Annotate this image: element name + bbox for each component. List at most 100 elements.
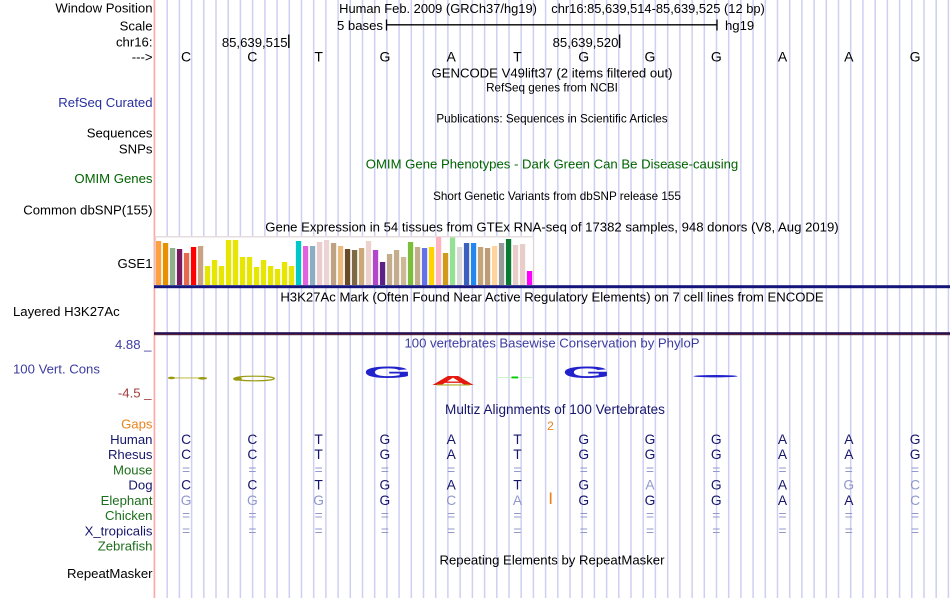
- svg-text:Mouse: Mouse: [113, 462, 152, 477]
- svg-text:Human: Human: [110, 432, 152, 447]
- svg-text:-4.5 _: -4.5 _: [118, 386, 152, 401]
- svg-text:G: G: [711, 478, 722, 493]
- svg-text:=: =: [381, 462, 389, 477]
- svg-text:=: =: [778, 523, 786, 538]
- svg-text:=: =: [315, 462, 323, 477]
- svg-text:A: A: [778, 48, 788, 64]
- svg-text:A: A: [447, 432, 457, 447]
- svg-text:85,639,520: 85,639,520: [553, 35, 619, 50]
- svg-text:=: =: [712, 508, 720, 523]
- svg-text:G: G: [380, 493, 391, 508]
- svg-text:Sequences: Sequences: [87, 125, 153, 140]
- svg-text:A: A: [844, 432, 854, 447]
- svg-text:C: C: [181, 447, 191, 462]
- svg-text:=: =: [580, 523, 588, 538]
- svg-text:G: G: [247, 493, 258, 508]
- svg-text:G: G: [578, 432, 589, 447]
- svg-text:G: G: [578, 447, 589, 462]
- svg-text:=: =: [580, 462, 588, 477]
- svg-text:C: C: [910, 478, 920, 493]
- svg-text:G: G: [578, 48, 589, 64]
- svg-text:SNPs: SNPs: [119, 141, 153, 156]
- svg-text:GSE1: GSE1: [117, 256, 152, 271]
- svg-text:chr16:: chr16:: [116, 34, 153, 49]
- svg-text:G: G: [380, 478, 391, 493]
- svg-text:C: C: [910, 493, 920, 508]
- svg-text:100 Vert. Cons: 100 Vert. Cons: [13, 362, 100, 377]
- svg-text:5 bases: 5 bases: [337, 18, 383, 33]
- svg-text:A: A: [645, 478, 655, 493]
- svg-text:Gene Expression in 54 tissues: Gene Expression in 54 tissues from GTEx …: [265, 219, 838, 234]
- svg-text:A: A: [844, 493, 854, 508]
- svg-text:=: =: [447, 462, 455, 477]
- svg-text:T: T: [314, 48, 323, 64]
- svg-text:C: C: [181, 432, 191, 447]
- svg-text:=: =: [580, 508, 588, 523]
- svg-text:RepeatMasker: RepeatMasker: [67, 566, 153, 581]
- svg-text:Chicken: Chicken: [105, 508, 152, 523]
- svg-text:Short Genetic Variants from db: Short Genetic Variants from dbSNP releas…: [433, 190, 681, 203]
- svg-text:G: G: [910, 432, 921, 447]
- svg-text:G: G: [645, 493, 656, 508]
- svg-text:=: =: [778, 508, 786, 523]
- svg-text:=: =: [513, 462, 521, 477]
- svg-text:T: T: [513, 478, 522, 493]
- svg-text:=: =: [381, 523, 389, 538]
- svg-text:=: =: [646, 523, 654, 538]
- svg-text:RefSeq Curated: RefSeq Curated: [58, 95, 152, 110]
- svg-text:=: =: [248, 523, 256, 538]
- svg-text:GENCODE V49lift37 (2 items fil: GENCODE V49lift37 (2 items filtered out): [432, 66, 673, 81]
- svg-text:G: G: [910, 447, 921, 462]
- svg-text:=: =: [845, 508, 853, 523]
- svg-text:Dog: Dog: [128, 478, 152, 493]
- svg-text:85,639,515: 85,639,515: [222, 35, 288, 50]
- svg-text:C: C: [247, 447, 257, 462]
- svg-text:=: =: [315, 508, 323, 523]
- svg-text:T: T: [513, 48, 522, 64]
- svg-text:=: =: [845, 462, 853, 477]
- svg-text:A: A: [778, 447, 788, 462]
- svg-text:G: G: [645, 447, 656, 462]
- svg-text:=: =: [778, 462, 786, 477]
- svg-text:Repeating Elements by RepeatMa: Repeating Elements by RepeatMasker: [440, 553, 666, 568]
- svg-text:Gaps: Gaps: [121, 417, 153, 432]
- svg-text:Rhesus: Rhesus: [108, 447, 153, 462]
- svg-text:=: =: [315, 523, 323, 538]
- svg-text:C: C: [247, 478, 257, 493]
- svg-text:A: A: [447, 478, 457, 493]
- svg-text:Layered H3K27Ac: Layered H3K27Ac: [13, 304, 120, 319]
- svg-text:Common dbSNP(155): Common dbSNP(155): [23, 203, 152, 218]
- svg-text:hg19: hg19: [725, 18, 754, 33]
- svg-text:=: =: [911, 462, 919, 477]
- svg-text:C: C: [247, 48, 257, 64]
- svg-text:T: T: [314, 478, 323, 493]
- svg-text:=: =: [248, 462, 256, 477]
- svg-text:C: C: [247, 432, 257, 447]
- svg-text:C: C: [181, 48, 191, 64]
- svg-text:G: G: [379, 48, 390, 64]
- svg-text:X_tropicalis: X_tropicalis: [85, 523, 153, 538]
- svg-text:G: G: [843, 478, 854, 493]
- svg-text:=: =: [513, 508, 521, 523]
- svg-text:Zebrafish: Zebrafish: [98, 539, 153, 554]
- svg-text:G: G: [363, 363, 412, 381]
- svg-text:A: A: [513, 493, 523, 508]
- svg-text:=: =: [712, 523, 720, 538]
- svg-text:G: G: [313, 493, 324, 508]
- svg-text:C: C: [181, 478, 191, 493]
- svg-text:=: =: [248, 508, 256, 523]
- svg-text:=: =: [845, 523, 853, 538]
- svg-text:G: G: [711, 432, 722, 447]
- svg-text:--->: --->: [132, 50, 153, 65]
- svg-text:A: A: [447, 48, 457, 64]
- svg-text:G: G: [910, 48, 921, 64]
- svg-text:G: G: [711, 48, 722, 64]
- svg-text:=: =: [646, 462, 654, 477]
- svg-text:T: T: [314, 447, 323, 462]
- svg-text:G: G: [181, 493, 192, 508]
- svg-text:A: A: [844, 48, 854, 64]
- svg-text:=: =: [381, 508, 389, 523]
- svg-text:A: A: [778, 493, 788, 508]
- svg-text:G: G: [578, 493, 589, 508]
- svg-text:4.88 _: 4.88 _: [115, 337, 152, 352]
